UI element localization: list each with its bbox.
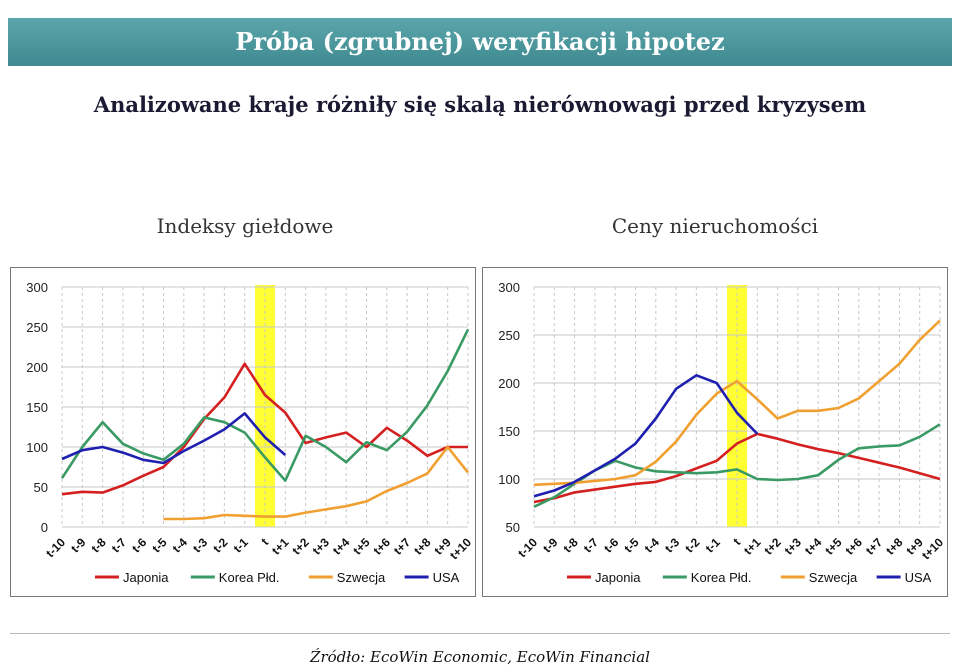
- series-line-japonia: [533, 432, 941, 504]
- y-tick-label: 250: [498, 328, 520, 343]
- banner-title: Próba (zgrubnej) weryfikacji hipotez: [235, 27, 725, 56]
- series-line-korea-p-d-: [60, 328, 470, 482]
- series-line-szwecja: [163, 445, 470, 521]
- y-tick-label: 50: [34, 480, 48, 495]
- legend-label: Szwecja: [337, 570, 386, 585]
- title-banner: Próba (zgrubnej) weryfikacji hipotez: [8, 18, 952, 66]
- legend-label: USA: [433, 570, 460, 585]
- y-tick-label: 50: [506, 520, 520, 535]
- chart-title-stock-index: Indeksy giełdowe: [156, 214, 334, 238]
- legend-label: USA: [905, 570, 932, 585]
- y-tick-label: 150: [26, 400, 48, 415]
- y-tick-label: 300: [26, 280, 48, 295]
- chart-frame: [482, 267, 948, 597]
- legend-label: Japonia: [595, 570, 641, 585]
- y-tick-label: 250: [26, 320, 48, 335]
- highlight-band: [255, 285, 275, 527]
- y-tick-label: 150: [498, 424, 520, 439]
- divider: [10, 633, 950, 634]
- series-line-usa: [61, 412, 287, 465]
- y-tick-label: 200: [498, 376, 520, 391]
- legend-label: Korea Płd.: [691, 570, 752, 585]
- legend-label: Japonia: [123, 570, 169, 585]
- source-note: Źródło: EcoWin Economic, EcoWin Financia…: [310, 648, 650, 666]
- series-line-usa: [533, 374, 759, 498]
- legend-label: Korea Płd.: [219, 570, 280, 585]
- chart-title-real-estate: Ceny nieruchomości: [611, 214, 819, 238]
- y-tick-label: 100: [498, 472, 520, 487]
- highlight-band: [727, 285, 747, 527]
- y-tick-label: 200: [26, 360, 48, 375]
- headline: Analizowane kraje różniły się skalą nier…: [93, 92, 867, 117]
- y-tick-label: 100: [26, 440, 48, 455]
- y-tick-label: 300: [498, 280, 520, 295]
- series-line-szwecja: [533, 319, 941, 487]
- y-tick-label: 0: [41, 520, 48, 535]
- legend-label: Szwecja: [809, 570, 858, 585]
